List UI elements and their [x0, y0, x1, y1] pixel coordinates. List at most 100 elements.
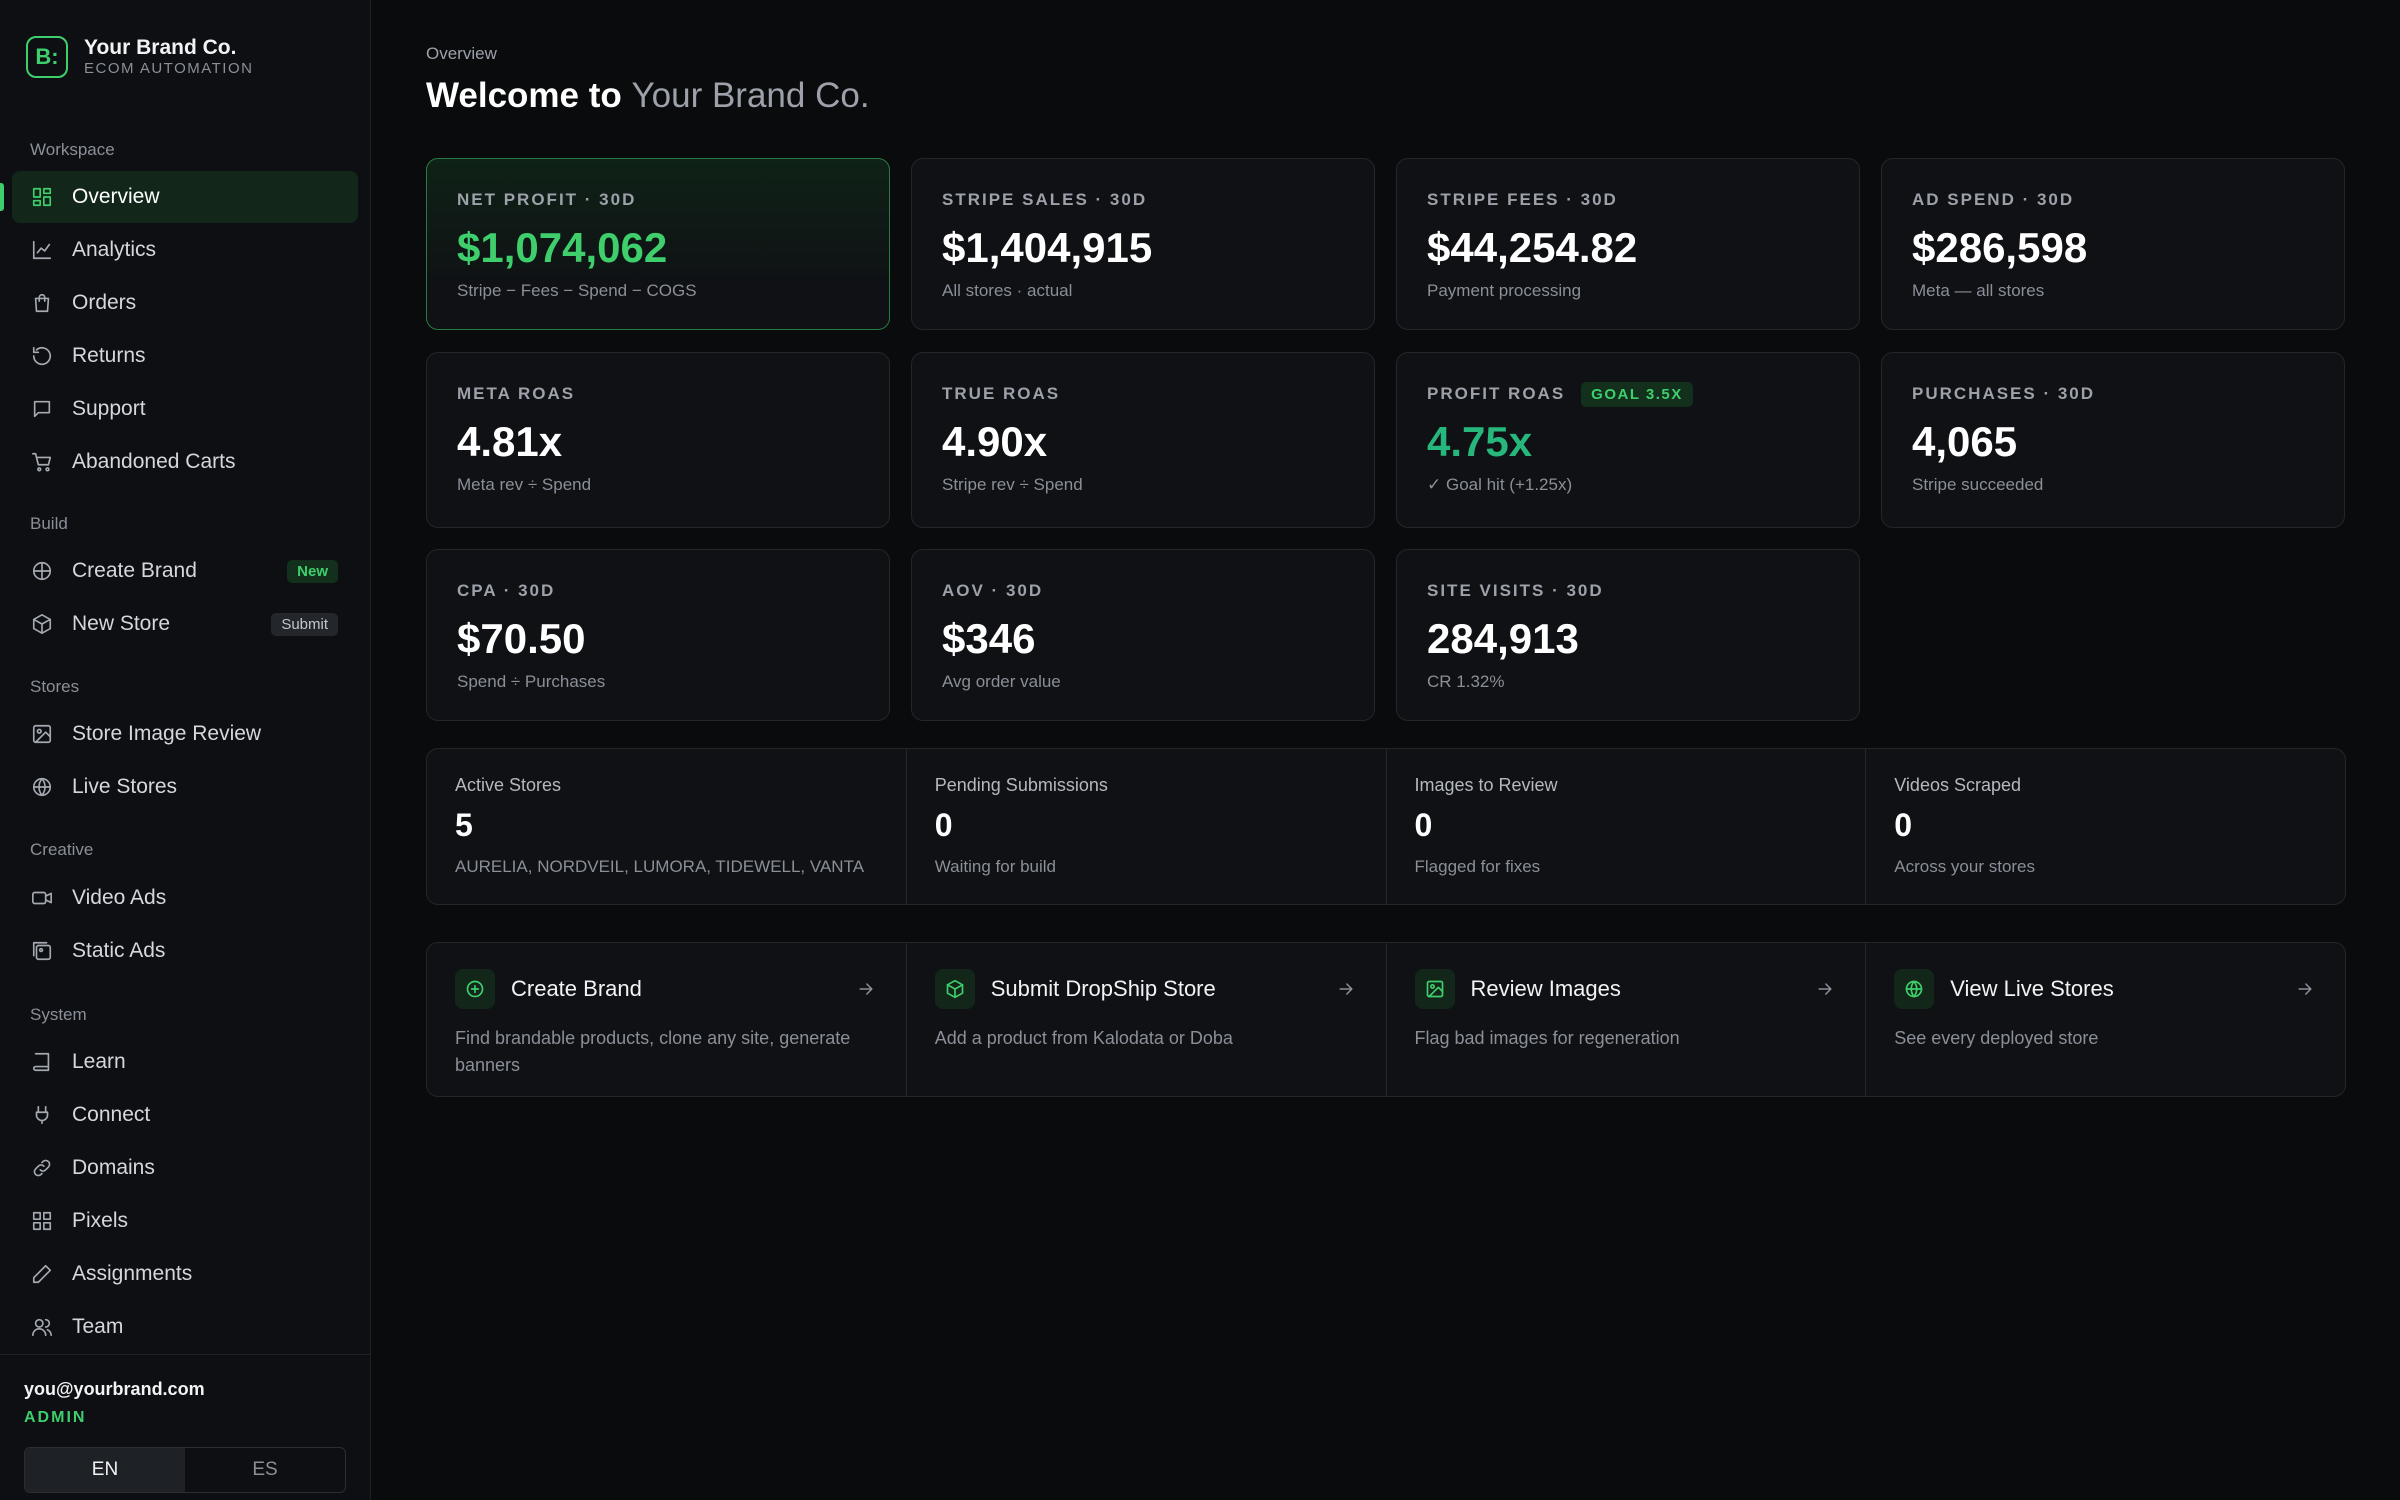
kpi-value: $1,404,915 [942, 224, 1153, 271]
kpi-sub: ✓ Goal hit (+1.25x) [1427, 475, 1573, 494]
stat-label: Pending Submissions [934, 775, 1108, 795]
kpi-label: CPA · 30D [457, 581, 556, 600]
pencil-icon [30, 1262, 54, 1286]
sidebar-item-store-image-review[interactable]: Store Image Review [12, 708, 358, 760]
arrow-right-icon [1815, 979, 1835, 1004]
breadcrumb: Overview [426, 44, 497, 63]
kpi-net-profit: NET PROFIT · 30D $1,074,062 Stripe − Fee… [426, 158, 890, 330]
kpi-value: $44,254.82 [1427, 224, 1638, 271]
image-icon [30, 722, 54, 746]
kpi-sub: Stripe succeeded [1912, 475, 2044, 494]
sidebar: B: Your Brand Co. ECOM AUTOMATION Worksp… [0, 0, 371, 1500]
kpi-sub: Avg order value [942, 672, 1061, 691]
stat-sub: AURELIA, NORDVEIL, LUMORA, TIDEWELL, VAN… [455, 857, 865, 876]
sidebar-item-connect[interactable]: Connect [12, 1089, 358, 1141]
stat-sub: Flagged for fixes [1414, 857, 1541, 876]
action-view-live-stores[interactable]: View Live Stores See every deployed stor… [1866, 943, 2345, 1096]
images-icon [30, 939, 54, 963]
sidebar-item-returns[interactable]: Returns [12, 330, 358, 382]
kpi-sub: All stores · actual [942, 281, 1073, 300]
action-desc: Add a product from Kalodata or Doba [934, 1028, 1233, 1048]
sidebar-item-label: Orders [72, 291, 137, 314]
plug-icon [30, 1103, 54, 1127]
sidebar-item-label: Pixels [72, 1209, 129, 1232]
kpi-value: 4.81x [457, 418, 563, 465]
action-desc: See every deployed store [1894, 1028, 2099, 1048]
sidebar-item-new-store[interactable]: New Store Submit [12, 598, 358, 650]
link-icon [30, 1156, 54, 1180]
brand[interactable]: B: Your Brand Co. ECOM AUTOMATION [26, 36, 253, 78]
sidebar-item-abandoned-carts[interactable]: Abandoned Carts [12, 436, 358, 488]
kpi-label: PROFIT ROAS GOAL 3.5X [1427, 381, 1829, 407]
stat-images-to-review: Images to Review 0 Flagged for fixes [1387, 749, 1867, 904]
sidebar-item-label: Learn [72, 1050, 126, 1073]
nav-section-system: System [30, 1005, 87, 1024]
sidebar-item-orders[interactable]: Orders [12, 277, 358, 329]
kpi-sub: Stripe rev ÷ Spend [942, 475, 1083, 494]
kpi-stripe-fees: STRIPE FEES · 30D $44,254.82 Payment pro… [1396, 158, 1860, 330]
sidebar-item-label: Returns [72, 344, 146, 367]
brand-logo-icon: B: [26, 36, 68, 78]
submit-badge: Submit [271, 612, 338, 636]
sidebar-item-domains[interactable]: Domains [12, 1142, 358, 1194]
stat-label: Active Stores [455, 775, 562, 795]
users-icon [30, 1315, 54, 1339]
sidebar-item-pixels[interactable]: Pixels [12, 1195, 358, 1247]
nav-section-stores: Stores [30, 677, 80, 696]
video-icon [30, 886, 54, 910]
globe-icon [1894, 969, 1935, 1009]
stat-label: Images to Review [1414, 775, 1558, 795]
stat-sub: Across your stores [1894, 857, 2036, 876]
action-review-images[interactable]: Review Images Flag bad images for regene… [1387, 943, 1867, 1096]
kpi-sub: Meta — all stores [1912, 281, 2045, 300]
sidebar-item-live-stores[interactable]: Live Stores [12, 761, 358, 813]
sidebar-item-team[interactable]: Team [12, 1301, 358, 1353]
sidebar-item-label: Create Brand [72, 559, 197, 582]
sidebar-item-static-ads[interactable]: Static Ads [12, 925, 358, 977]
kpi-label: AOV · 30D [942, 581, 1044, 600]
sidebar-item-create-brand[interactable]: Create Brand New [12, 545, 358, 597]
stats-row: Active Stores 5 AURELIA, NORDVEIL, LUMOR… [426, 748, 2346, 905]
sidebar-item-label: Abandoned Carts [72, 450, 236, 473]
kpi-sub: Payment processing [1427, 281, 1582, 300]
kpi-value: 4.90x [942, 418, 1048, 465]
sidebar-item-assignments[interactable]: Assignments [12, 1248, 358, 1300]
page-title: Welcome to Your Brand Co. [426, 76, 870, 116]
language-toggle: EN ES [24, 1447, 346, 1493]
kpi-label: AD SPEND · 30D [1912, 190, 2075, 209]
action-desc: Find brandable products, clone any site,… [455, 1028, 851, 1075]
kpi-value: $1,074,062 [457, 224, 668, 271]
trend-chart-icon [30, 238, 54, 262]
sidebar-item-label: Video Ads [72, 886, 167, 909]
stat-label: Videos Scraped [1894, 775, 2022, 795]
stat-videos-scraped: Videos Scraped 0 Across your stores [1866, 749, 2345, 904]
sidebar-item-label: Analytics [72, 238, 157, 261]
sidebar-item-label: Team [72, 1315, 124, 1338]
sidebar-footer: you@yourbrand.com ADMIN EN ES [0, 1354, 370, 1500]
kpi-sub: CR 1.32% [1427, 672, 1505, 691]
kpi-label: PURCHASES · 30D [1912, 384, 2096, 403]
nav-section-build: Build [30, 514, 68, 533]
action-title: Review Images [1470, 976, 1621, 1001]
kpi-value: 284,913 [1427, 615, 1579, 662]
nav-section-workspace: Workspace [30, 140, 115, 159]
action-create-brand[interactable]: Create Brand Find brandable products, cl… [427, 943, 907, 1096]
arrow-right-icon [2295, 979, 2315, 1004]
sidebar-item-support[interactable]: Support [12, 383, 358, 435]
arrow-right-icon [856, 979, 876, 1004]
sidebar-item-analytics[interactable]: Analytics [12, 224, 358, 276]
kpi-sub: Meta rev ÷ Spend [457, 475, 592, 494]
sidebar-item-overview[interactable]: Overview [0, 171, 358, 223]
kpi-sub: Spend ÷ Purchases [457, 672, 606, 691]
action-submit-dropship-store[interactable]: Submit DropShip Store Add a product from… [907, 943, 1387, 1096]
kpi-ad-spend: AD SPEND · 30D $286,598 Meta — all store… [1881, 158, 2345, 330]
sidebar-item-learn[interactable]: Learn [12, 1036, 358, 1088]
kpi-label: NET PROFIT · 30D [457, 190, 637, 209]
kpi-meta-roas: META ROAS 4.81x Meta rev ÷ Spend [426, 352, 890, 528]
sidebar-item-video-ads[interactable]: Video Ads [12, 872, 358, 924]
goal-badge: GOAL 3.5X [1581, 381, 1693, 407]
plus-circle-icon [30, 559, 54, 583]
kpi-cpa: CPA · 30D $70.50 Spend ÷ Purchases [426, 549, 890, 721]
language-en-button[interactable]: EN [25, 1448, 185, 1492]
language-es-button[interactable]: ES [252, 1459, 278, 1480]
